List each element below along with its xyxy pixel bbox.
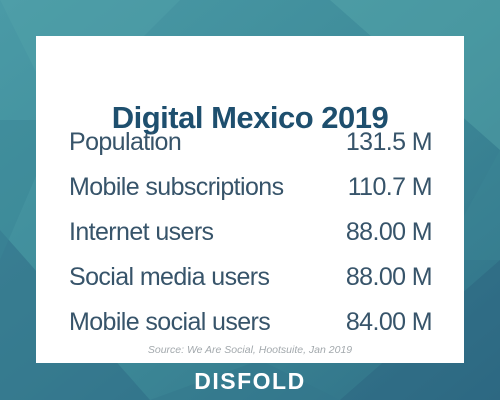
stat-label: Social media users — [69, 263, 270, 291]
stat-row-population: Population 131.5 M — [69, 120, 433, 165]
stat-row-mobile-social-users: Mobile social users 84.00 M — [69, 300, 433, 345]
stat-row-mobile-subscriptions: Mobile subscriptions 110.7 M — [69, 165, 433, 210]
stat-row-social-media-users: Social media users 88.00 M — [69, 255, 433, 300]
stat-label: Population — [69, 128, 182, 156]
stat-value: 131.5 M — [345, 128, 433, 156]
stat-value: 88.00 M — [345, 263, 433, 291]
source-note: Source: We Are Social, Hootsuite, Jan 20… — [147, 344, 353, 356]
stats-list: Population 131.5 M Mobile subscriptions … — [69, 120, 433, 345]
stat-label: Mobile social users — [69, 308, 271, 336]
stat-value: 88.00 M — [345, 218, 433, 246]
card-title: Digital Mexico 2019 — [111, 100, 389, 135]
stat-value: 84.00 M — [345, 308, 433, 336]
stats-card: Digital Mexico 2019 Population 131.5 M M… — [36, 36, 464, 363]
stat-label: Mobile subscriptions — [69, 173, 284, 201]
brand-logo: DISFOLD — [194, 368, 306, 394]
stat-value: 110.7 M — [347, 173, 433, 201]
stat-row-internet-users: Internet users 88.00 M — [69, 210, 433, 255]
stat-label: Internet users — [69, 218, 214, 246]
